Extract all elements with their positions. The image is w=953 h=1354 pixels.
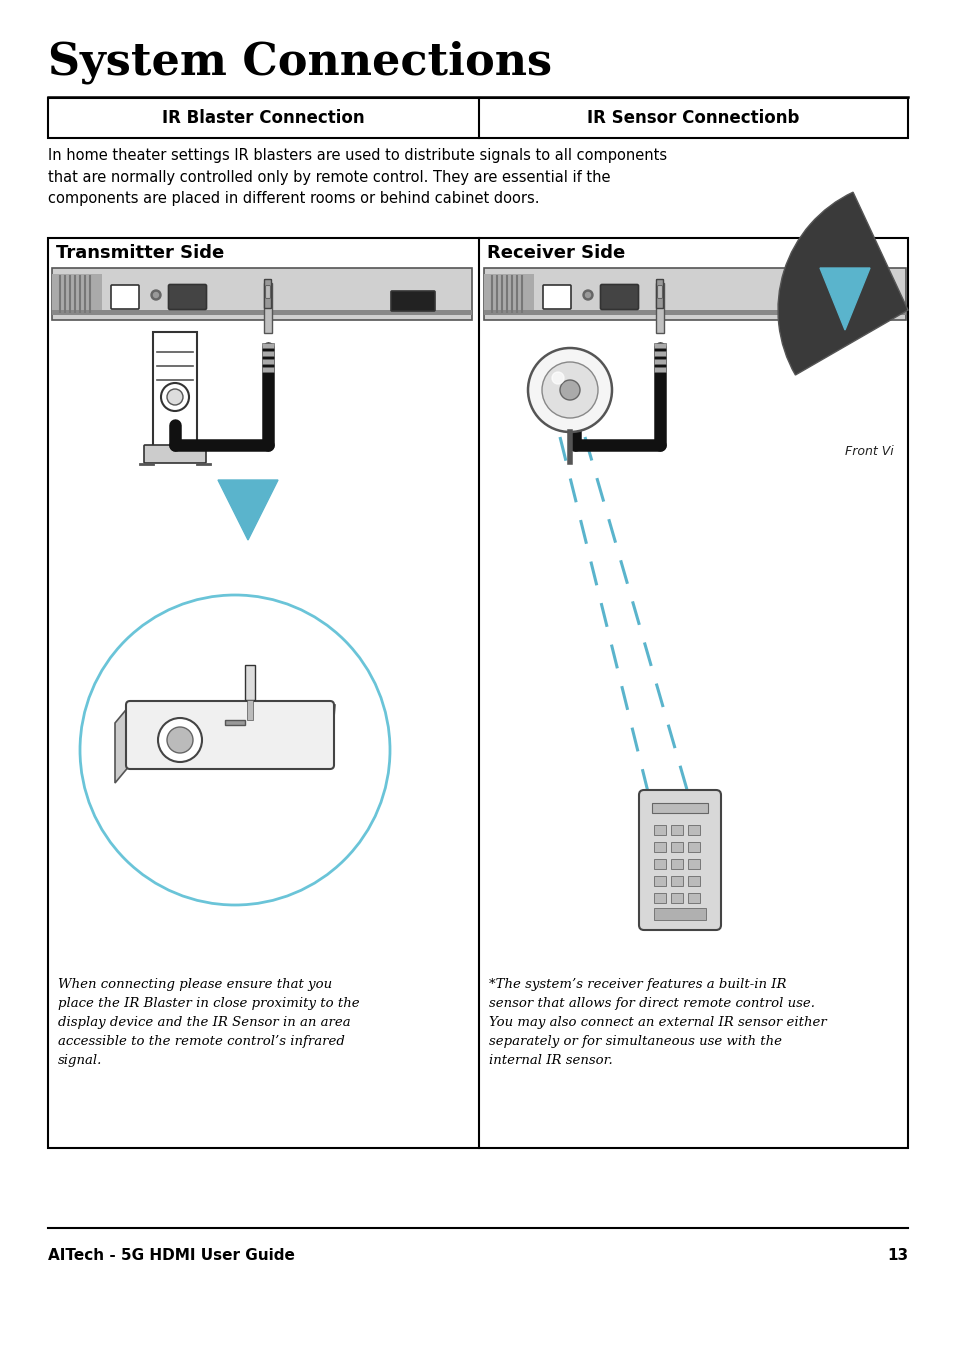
Bar [48, 238, 907, 1148]
Ellipse shape [80, 594, 390, 904]
Bar [651, 803, 707, 812]
Bar [262, 367, 274, 372]
Bar [670, 876, 682, 886]
Text: *The system’s receiver features a built-in IR
sensor that allows for direct remo: *The system’s receiver features a built-… [489, 978, 826, 1067]
Bar [654, 367, 665, 372]
Circle shape [527, 348, 612, 432]
Bar [654, 894, 665, 903]
Text: System Connections: System Connections [48, 41, 552, 84]
FancyBboxPatch shape [144, 445, 206, 463]
Bar [152, 332, 196, 447]
Text: Front Vi: Front Vi [844, 445, 893, 458]
Polygon shape [115, 705, 130, 783]
Bar [670, 894, 682, 903]
FancyBboxPatch shape [824, 291, 868, 311]
Bar [687, 894, 700, 903]
FancyBboxPatch shape [266, 286, 270, 298]
Bar [483, 274, 534, 314]
FancyBboxPatch shape [542, 284, 571, 309]
Bar [262, 351, 274, 356]
Bar [654, 842, 665, 852]
Bar [52, 274, 102, 314]
Bar [654, 351, 665, 356]
Bar [262, 359, 274, 364]
Circle shape [167, 389, 183, 405]
FancyBboxPatch shape [656, 279, 662, 309]
Bar [483, 268, 905, 320]
Bar [670, 842, 682, 852]
Bar [654, 876, 665, 886]
Text: In home theater settings IR blasters are used to distribute signals to all compo: In home theater settings IR blasters are… [48, 148, 666, 206]
FancyBboxPatch shape [391, 291, 435, 311]
Circle shape [167, 727, 193, 753]
Bar [687, 825, 700, 835]
Bar [654, 909, 705, 919]
FancyBboxPatch shape [111, 284, 139, 309]
Bar [483, 310, 905, 315]
Wedge shape [778, 192, 907, 375]
Text: 13: 13 [886, 1248, 907, 1263]
Polygon shape [218, 481, 277, 540]
FancyBboxPatch shape [126, 701, 334, 769]
Bar [52, 310, 472, 315]
Bar [52, 268, 472, 320]
Bar [656, 283, 663, 333]
Text: AITech - 5G HDMI User Guide: AITech - 5G HDMI User Guide [48, 1248, 294, 1263]
Circle shape [585, 292, 590, 298]
FancyBboxPatch shape [657, 286, 661, 298]
Polygon shape [820, 268, 869, 330]
Bar [654, 343, 665, 348]
Bar [245, 665, 254, 700]
Text: Transmitter Side: Transmitter Side [56, 244, 224, 263]
Bar [48, 97, 907, 138]
Circle shape [151, 290, 161, 301]
Circle shape [541, 362, 598, 418]
Bar [654, 858, 665, 869]
FancyBboxPatch shape [639, 789, 720, 930]
Bar [247, 700, 253, 720]
Text: IR Sensor Connectionb: IR Sensor Connectionb [587, 110, 799, 127]
FancyBboxPatch shape [264, 279, 272, 309]
Bar [687, 842, 700, 852]
Bar [670, 858, 682, 869]
Polygon shape [225, 720, 245, 724]
Circle shape [161, 383, 189, 412]
Circle shape [559, 380, 579, 399]
Polygon shape [130, 705, 335, 765]
Text: When connecting please ensure that you
place the IR Blaster in close proximity t: When connecting please ensure that you p… [58, 978, 359, 1067]
FancyBboxPatch shape [169, 284, 206, 310]
Bar [654, 359, 665, 364]
Circle shape [582, 290, 593, 301]
Bar [670, 825, 682, 835]
Bar [264, 283, 272, 333]
Bar [262, 343, 274, 348]
Text: IR Blaster Connection: IR Blaster Connection [162, 110, 364, 127]
Bar [687, 858, 700, 869]
Circle shape [552, 372, 563, 385]
FancyBboxPatch shape [599, 284, 638, 310]
Bar [687, 876, 700, 886]
Circle shape [158, 718, 202, 762]
Bar [654, 825, 665, 835]
Circle shape [153, 292, 158, 298]
Text: Receiver Side: Receiver Side [486, 244, 624, 263]
